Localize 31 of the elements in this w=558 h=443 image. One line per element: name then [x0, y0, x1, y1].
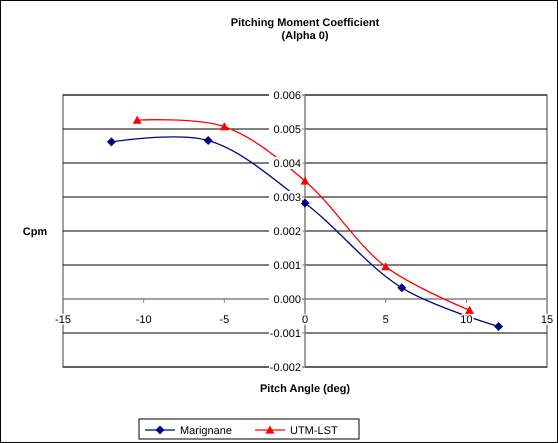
point [465, 306, 474, 314]
y-tick-label: 0.000 [273, 294, 301, 306]
x-tick-label: -10 [136, 314, 152, 326]
x-tick-label: 15 [540, 314, 554, 326]
y-tick-label: -0.002 [270, 362, 301, 374]
chart-title: Pitching Moment Coefficient (Alpha 0) [230, 17, 380, 42]
point [106, 137, 116, 146]
point [397, 283, 406, 292]
y-tick-label: 0.005 [273, 124, 301, 136]
y-tick-label: 0.003 [273, 192, 301, 204]
y-axis-title: Cpm [22, 226, 48, 238]
y-tick-label: 0.002 [273, 226, 301, 238]
point [204, 136, 213, 146]
point [132, 116, 142, 124]
x-tick-label: 5 [382, 314, 389, 326]
legend-label: UTM-LST [290, 425, 338, 437]
y-tick-label: 0.001 [273, 260, 301, 272]
y-tick-label: -0.001 [270, 328, 301, 340]
y-tick-label: 0.004 [273, 158, 301, 170]
x-axis-title: Pitch Angle (deg) [260, 383, 350, 395]
point [300, 198, 310, 208]
y-tick-label: 0.006 [273, 90, 301, 102]
point [381, 262, 390, 270]
legend-label: Marignane [180, 425, 232, 437]
point [220, 122, 229, 130]
x-tick-label: 10 [460, 314, 472, 326]
x-tick-label: -15 [55, 314, 71, 326]
x-tick-label: 0 [302, 314, 308, 326]
x-tick-label: -5 [219, 314, 230, 326]
point [494, 322, 504, 332]
point [300, 176, 310, 185]
